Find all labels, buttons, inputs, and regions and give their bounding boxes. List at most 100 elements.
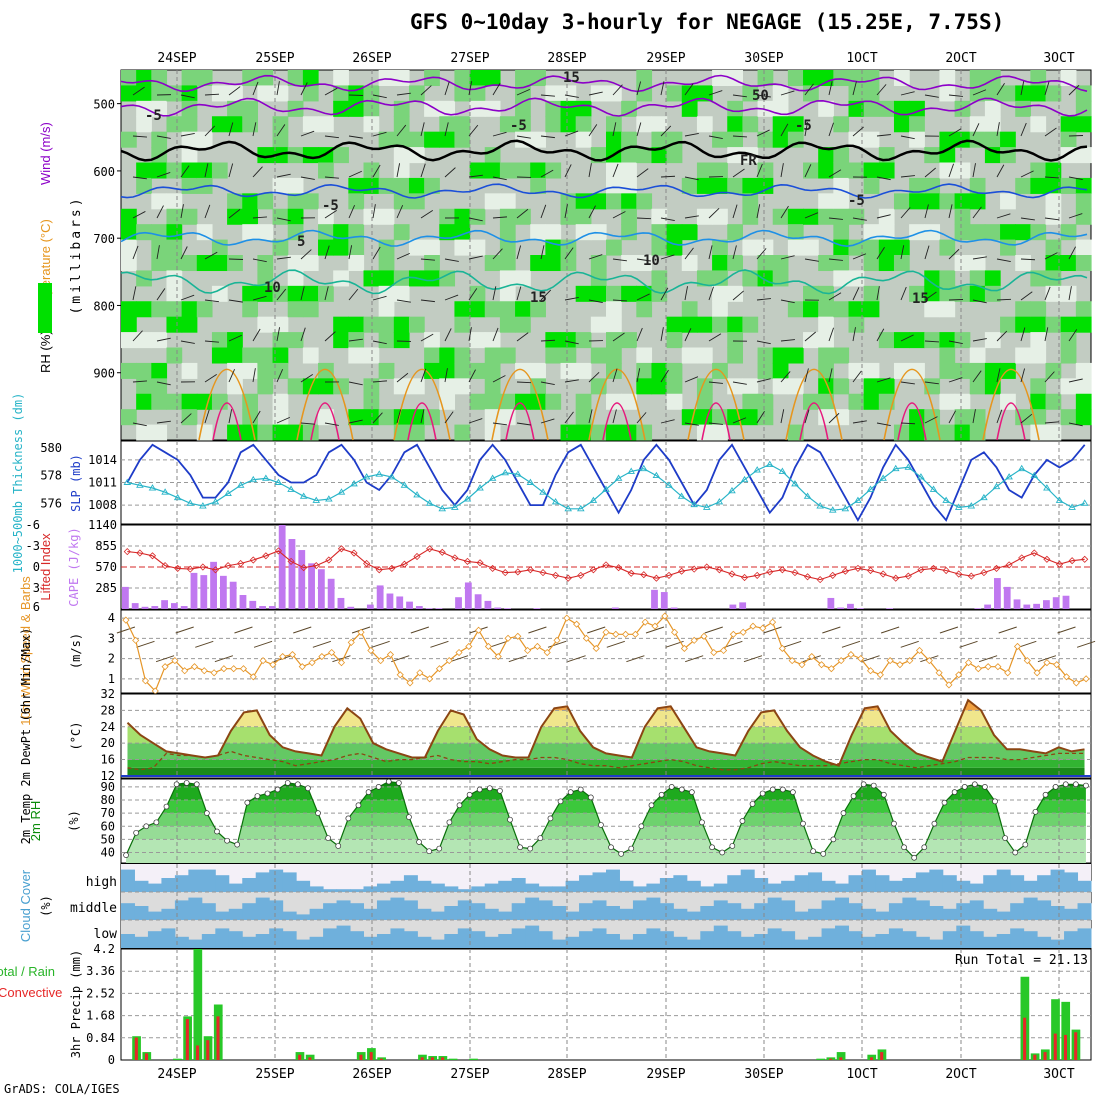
rh-point [234, 841, 241, 848]
rh-cell [954, 409, 971, 426]
thickness-point [451, 503, 459, 510]
rh-cell [499, 239, 516, 256]
wind-barb [588, 124, 598, 137]
thickness-point [652, 471, 661, 479]
rh-cell [924, 409, 941, 426]
wind-barb [612, 258, 627, 262]
li-point [803, 573, 812, 581]
wind-speed-point [866, 667, 875, 675]
cape-bar [278, 525, 286, 609]
wind-barb [228, 208, 241, 219]
wind-speed-point [906, 657, 914, 665]
wind-barb [780, 163, 784, 178]
wind-barb [180, 165, 190, 178]
wind-barb [612, 409, 617, 424]
wind-barb [756, 378, 771, 383]
rh-cell [939, 347, 956, 364]
rh-cell [878, 378, 895, 395]
rh-cell [287, 255, 304, 272]
rh-cell [590, 285, 607, 302]
date-label-top: 29SEP [646, 51, 685, 66]
rh-cell [833, 193, 850, 210]
rh-cell [196, 224, 213, 241]
rh-cell [712, 270, 728, 287]
wind-barb [900, 207, 911, 219]
wind-barb [612, 122, 617, 137]
cape-bar [376, 585, 384, 609]
rh-cell [909, 285, 925, 302]
rh-point [951, 789, 958, 795]
li-point [262, 552, 270, 560]
rh-cell [924, 301, 941, 318]
rh-cell [742, 378, 759, 395]
thickness-tick-label: 580 [40, 441, 62, 455]
rh-cell [772, 131, 789, 148]
rh-cell [363, 347, 380, 364]
wind-speed-point [915, 646, 924, 655]
wind-barb [468, 369, 476, 383]
rh-cell [318, 285, 334, 302]
rh-cell [196, 131, 213, 148]
temp-contour-warm [296, 368, 354, 441]
wind-barb [948, 163, 954, 178]
rh-cell [939, 393, 956, 410]
rh-point [385, 778, 392, 785]
rh-cell [924, 224, 941, 241]
wind-barb [180, 246, 188, 260]
rh-cell [393, 285, 410, 302]
rh-cell [333, 239, 349, 256]
cape-bar [1062, 595, 1070, 609]
rh-point [355, 802, 362, 809]
li-point [552, 571, 560, 579]
rh-point [446, 819, 453, 826]
rh-cell [803, 208, 819, 225]
rh-cell [469, 285, 486, 302]
cloud-bar-low [296, 939, 311, 948]
thickness-point [602, 485, 610, 492]
thickness-point [702, 503, 711, 510]
rh-cell [666, 147, 683, 164]
rh-cell [242, 347, 259, 364]
wind-barb-10m [998, 626, 1017, 634]
wind-barb [780, 205, 789, 219]
rh-cell [560, 116, 577, 133]
rh-cell [863, 255, 880, 272]
cloud-bar-low [309, 936, 324, 948]
wind-speed-point [524, 646, 532, 655]
rh-cell [727, 177, 744, 194]
rh-cell [742, 393, 759, 410]
wind-barb [516, 245, 522, 260]
cloud-bar-middle [457, 900, 472, 920]
cloud-bar-middle [754, 903, 769, 920]
rh-point [982, 784, 988, 790]
rh-cell [833, 347, 850, 364]
upper-ylabel: (millibars) [69, 195, 84, 314]
wind-barb [972, 89, 987, 96]
rh-cell [302, 347, 319, 364]
rh-point [618, 850, 625, 857]
wind-barb [420, 258, 435, 261]
rh-cell [378, 409, 395, 426]
rh-cell [909, 131, 925, 148]
rh-cell [681, 255, 698, 272]
rh-point [254, 793, 261, 799]
wind-barb [300, 327, 306, 342]
precip-convective-bar [829, 1058, 833, 1060]
wind-barb-10m [783, 640, 802, 648]
wind-speed-point [406, 679, 414, 687]
rh-point [860, 781, 867, 788]
wind-barb [492, 286, 497, 301]
precip-convective-bar [880, 1052, 884, 1060]
rh-cell [772, 255, 789, 272]
rh-cell [696, 162, 713, 179]
li-point [249, 556, 257, 564]
rh-cell [136, 177, 152, 194]
cloud-bar-middle [215, 911, 230, 920]
cloud-bar-high [619, 880, 634, 892]
date-label-top: 26SEP [352, 51, 391, 66]
wind-barb [324, 331, 336, 342]
rh-point [153, 819, 160, 826]
wind-speed-point [347, 638, 355, 646]
wind-barb [924, 167, 936, 178]
cloud-bar-middle [969, 900, 984, 920]
